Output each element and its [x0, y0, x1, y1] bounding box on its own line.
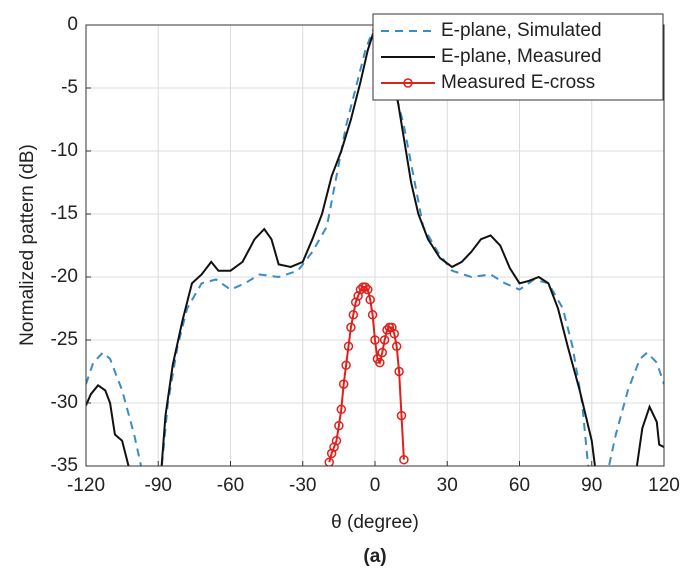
marker: [370, 335, 380, 345]
marker: [338, 379, 349, 389]
marker: [389, 328, 400, 339]
y-tick-label: -15: [51, 203, 78, 224]
x-tick-label: -30: [289, 475, 316, 496]
marker: [334, 420, 344, 431]
y-tick-label: 0: [67, 14, 78, 35]
marker: [355, 284, 366, 295]
marker: [331, 436, 342, 446]
marker: [375, 357, 385, 368]
marker: [341, 360, 351, 370]
x-tick-label: 90: [581, 475, 602, 496]
y-tick-label: -25: [51, 329, 78, 350]
marker: [346, 322, 356, 333]
x-tick-label: -120: [67, 475, 105, 496]
marker: [394, 366, 404, 377]
x-tick-label: 60: [509, 475, 530, 496]
marker: [379, 335, 390, 345]
marker: [382, 325, 392, 335]
marker: [387, 322, 397, 333]
marker: [326, 448, 337, 459]
marker: [365, 294, 375, 305]
marker: [367, 310, 378, 320]
marker: [399, 454, 409, 465]
x-tick-label: -60: [217, 475, 244, 496]
marker: [396, 410, 407, 421]
x-tick-label: -90: [145, 475, 172, 496]
y-tick-label: -30: [51, 392, 78, 413]
marker: [353, 291, 363, 301]
marker: [329, 442, 339, 452]
marker: [336, 404, 347, 415]
y-tick-label: -10: [51, 140, 78, 161]
legend-label: E-plane, Measured: [441, 46, 602, 67]
marker: [391, 341, 402, 352]
legend-label: E-plane, Simulated: [441, 20, 602, 41]
marker: [348, 310, 359, 320]
caption: (a): [363, 546, 386, 567]
y-tick-label: -35: [51, 455, 78, 476]
marker: [343, 341, 354, 352]
legend-marker: [403, 78, 413, 88]
legend-label: Measured E-cross: [441, 72, 595, 93]
x-tick-label: 120: [648, 475, 680, 496]
series-line: [86, 25, 664, 466]
y-axis-label: Normalized pattern (dB): [17, 144, 38, 346]
marker: [324, 457, 334, 466]
marker: [377, 347, 387, 358]
marker: [363, 284, 373, 295]
x-tick-label: 0: [370, 475, 381, 496]
x-axis-label: θ (degree): [331, 512, 419, 533]
marker: [350, 297, 361, 307]
y-tick-label: -20: [51, 266, 78, 287]
y-tick-label: -5: [61, 77, 78, 98]
x-tick-label: 30: [437, 475, 458, 496]
marker: [360, 282, 371, 292]
